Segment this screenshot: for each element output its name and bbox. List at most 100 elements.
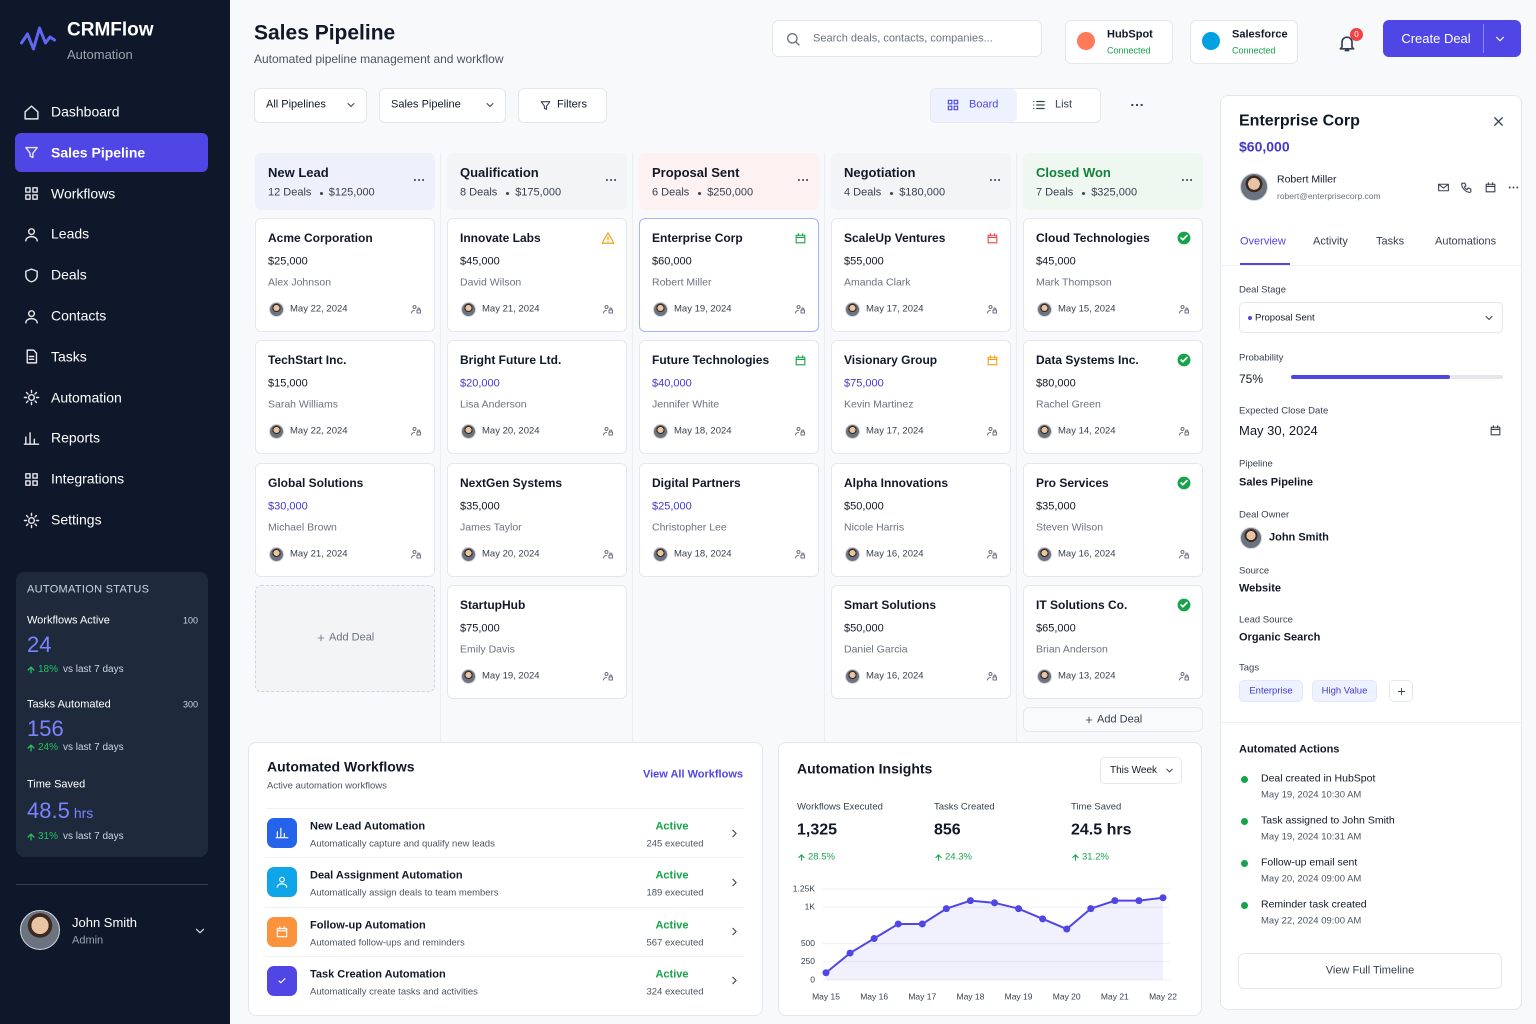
nav-item[interactable] <box>15 255 208 294</box>
detail-tab[interactable]: Tasks <box>1376 235 1405 248</box>
deal-card[interactable] <box>1023 585 1203 699</box>
nav-label[interactable]: Sales Pipeline <box>51 144 146 161</box>
nav-label[interactable]: Contacts <box>51 307 107 324</box>
detail-tab[interactable]: Activity <box>1313 235 1348 248</box>
deal-card[interactable] <box>639 218 819 332</box>
deal-card[interactable] <box>639 340 819 454</box>
deal-flag-shape <box>987 354 997 365</box>
deal-flag-shape <box>601 232 615 244</box>
deal-company[interactable]: Global Solutions <box>268 475 364 490</box>
nav-label[interactable]: Automation <box>51 389 122 406</box>
pipeline-select[interactable] <box>379 88 506 123</box>
workflow-name[interactable]: Deal Assignment Automation <box>310 869 463 882</box>
add-icon <box>1085 716 1093 723</box>
deal-company[interactable]: Alpha Innovations <box>844 475 949 490</box>
workflow-name[interactable]: Task Creation Automation <box>310 968 446 981</box>
add-deal-label[interactable]: Add Deal <box>1097 712 1143 725</box>
deal-card[interactable] <box>1023 218 1203 332</box>
nav-item[interactable] <box>15 296 208 335</box>
deal-company[interactable]: Pro Services <box>1036 475 1109 490</box>
nav-label[interactable]: Deals <box>51 266 87 283</box>
timeline-button[interactable] <box>1238 953 1502 989</box>
view-label[interactable]: List <box>1055 98 1073 111</box>
deal-avatar <box>844 546 860 562</box>
deal-card[interactable] <box>831 463 1011 577</box>
view-option[interactable] <box>931 89 1017 122</box>
view-all-workflows[interactable]: View All Workflows <box>642 768 743 781</box>
deal-company[interactable]: Bright Future Ltd. <box>460 352 562 367</box>
nav-label[interactable]: Tasks <box>51 348 87 365</box>
nav-item[interactable] <box>15 500 208 539</box>
search-box[interactable] <box>772 20 1042 57</box>
deal-company[interactable]: Smart Solutions <box>844 597 937 612</box>
deal-company[interactable]: Acme Corporation <box>268 230 373 245</box>
deal-company[interactable]: Digital Partners <box>652 475 741 490</box>
deal-company[interactable]: Innovate Labs <box>460 230 541 245</box>
deal-company[interactable]: IT Solutions Co. <box>1036 597 1128 612</box>
select-label[interactable]: Sales Pipeline <box>391 98 461 111</box>
filters-button[interactable] <box>518 88 607 123</box>
workflow-name[interactable]: Follow-up Automation <box>310 919 426 931</box>
detail-tab[interactable]: Automations <box>1435 235 1497 248</box>
create-deal-label[interactable]: Create Deal <box>1401 31 1471 47</box>
deal-company[interactable]: TechStart Inc. <box>268 352 347 367</box>
deal-company[interactable]: Future Technologies <box>652 352 770 367</box>
add-tag[interactable] <box>1389 680 1413 702</box>
nav-item[interactable] <box>15 132 208 172</box>
deal-owner-icon-shape <box>987 305 997 314</box>
deal-company[interactable]: Enterprise Corp <box>652 230 743 245</box>
nav-label[interactable]: Dashboard <box>51 103 120 120</box>
deal-company[interactable]: StartupHub <box>460 597 526 612</box>
deal-company[interactable]: Data Systems Inc. <box>1036 352 1139 367</box>
nav-item[interactable] <box>15 214 208 253</box>
detail-divider <box>1221 722 1521 723</box>
tag-label[interactable]: Enterprise <box>1249 685 1293 697</box>
workflow-description: Automated follow-ups and reminders <box>310 936 465 948</box>
deal-card[interactable] <box>831 218 1011 332</box>
deal-card[interactable] <box>1023 340 1203 454</box>
deal-card[interactable] <box>447 218 627 332</box>
deal-card[interactable] <box>1023 463 1203 577</box>
tag-chip[interactable] <box>1239 680 1303 702</box>
stage-select[interactable] <box>1239 302 1503 333</box>
deal-card[interactable] <box>639 463 819 577</box>
nav-label[interactable]: Integrations <box>51 470 125 487</box>
nav-item[interactable] <box>15 418 208 457</box>
deal-owner-icon-shape <box>411 427 421 436</box>
nav-label[interactable]: Leads <box>51 225 90 242</box>
deal-company[interactable]: Cloud Technologies <box>1036 230 1150 245</box>
deal-card[interactable] <box>447 340 627 454</box>
add-deal-card[interactable] <box>255 585 435 692</box>
timeline-button-label[interactable]: View Full Timeline <box>1325 964 1415 977</box>
deal-card[interactable] <box>255 463 435 577</box>
view-label[interactable]: Board <box>969 98 999 111</box>
detail-title: Enterprise Corp <box>1239 112 1360 130</box>
stat-value: 1,325 <box>797 821 838 839</box>
filters-label[interactable]: Filters <box>557 98 587 111</box>
deal-card[interactable] <box>447 463 627 577</box>
deal-card[interactable] <box>255 218 435 332</box>
period-label[interactable]: This Week <box>1110 764 1158 776</box>
nav-label[interactable]: Settings <box>51 511 102 528</box>
add-deal-bar[interactable] <box>1023 707 1203 732</box>
detail-tab[interactable]: Overview <box>1240 235 1286 248</box>
deal-avatar <box>268 423 284 439</box>
nav-label[interactable]: Reports <box>51 429 101 446</box>
tag-chip[interactable] <box>1312 680 1377 702</box>
deal-company[interactable]: Visionary Group <box>844 352 938 367</box>
deal-card[interactable] <box>831 340 1011 454</box>
period-select[interactable] <box>1100 757 1182 784</box>
add-deal-label[interactable]: Add Deal <box>329 631 375 644</box>
deal-company[interactable]: NextGen Systems <box>460 475 563 490</box>
pipeline-select[interactable] <box>254 88 367 123</box>
deal-card[interactable] <box>255 340 435 454</box>
workflow-name[interactable]: New Lead Automation <box>310 820 426 833</box>
deal-card[interactable] <box>447 585 627 699</box>
deal-card[interactable] <box>831 585 1011 699</box>
nav-label[interactable]: Workflows <box>51 185 116 202</box>
deal-company[interactable]: ScaleUp Ventures <box>844 230 946 245</box>
select-label[interactable]: All Pipelines <box>266 98 326 111</box>
deal-date: May 22, 2024 <box>290 425 348 437</box>
nav-item[interactable] <box>15 337 208 376</box>
tag-label[interactable]: High Value <box>1321 685 1368 697</box>
